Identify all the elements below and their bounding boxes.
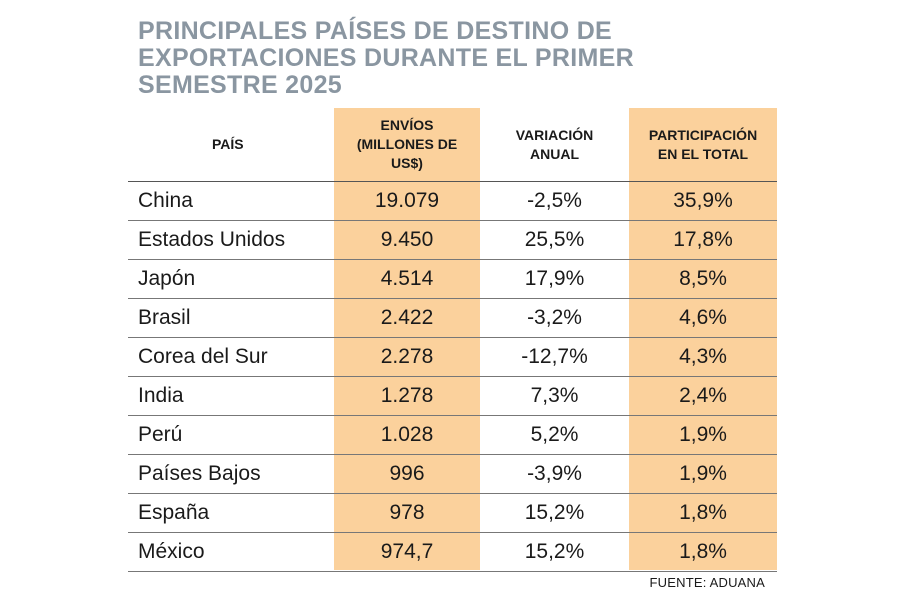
table-row: Países Bajos 996 -3,9% 1,9% [128,454,777,494]
table-row: España 978 15,2% 1,8% [128,493,777,533]
country-cell: Países Bajos [128,454,334,494]
variacion-cell: -3,9% [480,454,629,494]
header-row: PAÍS ENVÍOS (MILLONES DE US$) VARIACIÓN … [128,108,777,182]
country-cell: España [128,493,334,533]
participacion-cell: 1,8% [629,532,777,572]
table-row: México 974,7 15,2% 1,8% [128,532,777,572]
variacion-cell: -3,2% [480,298,629,338]
envios-cell: 2.278 [334,337,480,377]
country-cell: China [128,181,334,221]
chart-title: PRINCIPALES PAÍSES DE DESTINO DE EXPORTA… [138,18,758,99]
envios-cell: 1.278 [334,376,480,416]
variacion-cell: 17,9% [480,259,629,299]
participacion-cell: 4,6% [629,298,777,338]
table-row: Corea del Sur 2.278 -12,7% 4,3% [128,337,777,377]
table-row: Estados Unidos 9.450 25,5% 17,8% [128,220,777,260]
envios-cell: 996 [334,454,480,494]
country-cell: Brasil [128,298,334,338]
title-line-3: SEMESTRE 2025 [138,71,342,99]
envios-cell: 978 [334,493,480,533]
variacion-cell: -2,5% [480,181,629,221]
variacion-cell: 15,2% [480,532,629,572]
country-cell: India [128,376,334,416]
header-envios: ENVÍOS (MILLONES DE US$) [334,108,480,182]
header-variacion-line-2: ANUAL [530,145,579,162]
header-participacion-line-1: PARTICIPACIÓN [648,126,758,143]
table-row: Brasil 2.422 -3,2% 4,6% [128,298,777,338]
country-cell: Corea del Sur [128,337,334,377]
envios-cell: 2.422 [334,298,480,338]
header-participacion-line-2: EN EL TOTAL [657,145,749,162]
header-variacion-line-1: VARIACIÓN [515,126,594,143]
header-envios-line-3: US$) [391,155,423,171]
header-envios-line-1: ENVÍOS [380,117,434,133]
variacion-cell: 25,5% [480,220,629,260]
country-cell: Perú [128,415,334,455]
header-participacion: PARTICIPACIÓN EN EL TOTAL [629,108,777,182]
country-cell: Estados Unidos [128,220,334,260]
participacion-cell: 2,4% [629,376,777,416]
variacion-cell: 5,2% [480,415,629,455]
envios-cell: 1.028 [334,415,480,455]
table-row: Perú 1.028 5,2% 1,9% [128,415,777,455]
table-row: India 1.278 7,3% 2,4% [128,376,777,416]
participacion-cell: 1,8% [629,493,777,533]
table-row: China 19.079 -2,5% 35,9% [128,181,777,221]
variacion-cell: -12,7% [480,337,629,377]
envios-cell: 974,7 [334,532,480,572]
title-line-1: PRINCIPALES PAÍSES DE DESTINO DE [138,17,613,45]
table-body: China 19.079 -2,5% 35,9% Estados Unidos 9.450… [128,181,777,572]
participacion-cell: 1,9% [629,454,777,494]
table-row: Japón 4.514 17,9% 8,5% [128,259,777,299]
country-cell: México [128,532,334,572]
header-envios-line-2: (MILLONES DE [356,136,458,152]
envios-cell: 9.450 [334,220,480,260]
participacion-cell: 4,3% [629,337,777,377]
exports-table: PAÍS ENVÍOS (MILLONES DE US$) VARIACIÓN … [128,108,777,572]
variacion-cell: 7,3% [480,376,629,416]
header-pais: PAÍS [128,108,334,182]
title-line-2: EXPORTACIONES DURANTE EL PRIMER [138,44,634,72]
header-variacion: VARIACIÓN ANUAL [480,108,629,182]
source-note: FUENTE: ADUANA [649,575,765,590]
envios-cell: 4.514 [334,259,480,299]
participacion-cell: 35,9% [629,181,777,221]
participacion-cell: 17,8% [629,220,777,260]
participacion-cell: 8,5% [629,259,777,299]
country-cell: Japón [128,259,334,299]
variacion-cell: 15,2% [480,493,629,533]
participacion-cell: 1,9% [629,415,777,455]
envios-cell: 19.079 [334,181,480,221]
